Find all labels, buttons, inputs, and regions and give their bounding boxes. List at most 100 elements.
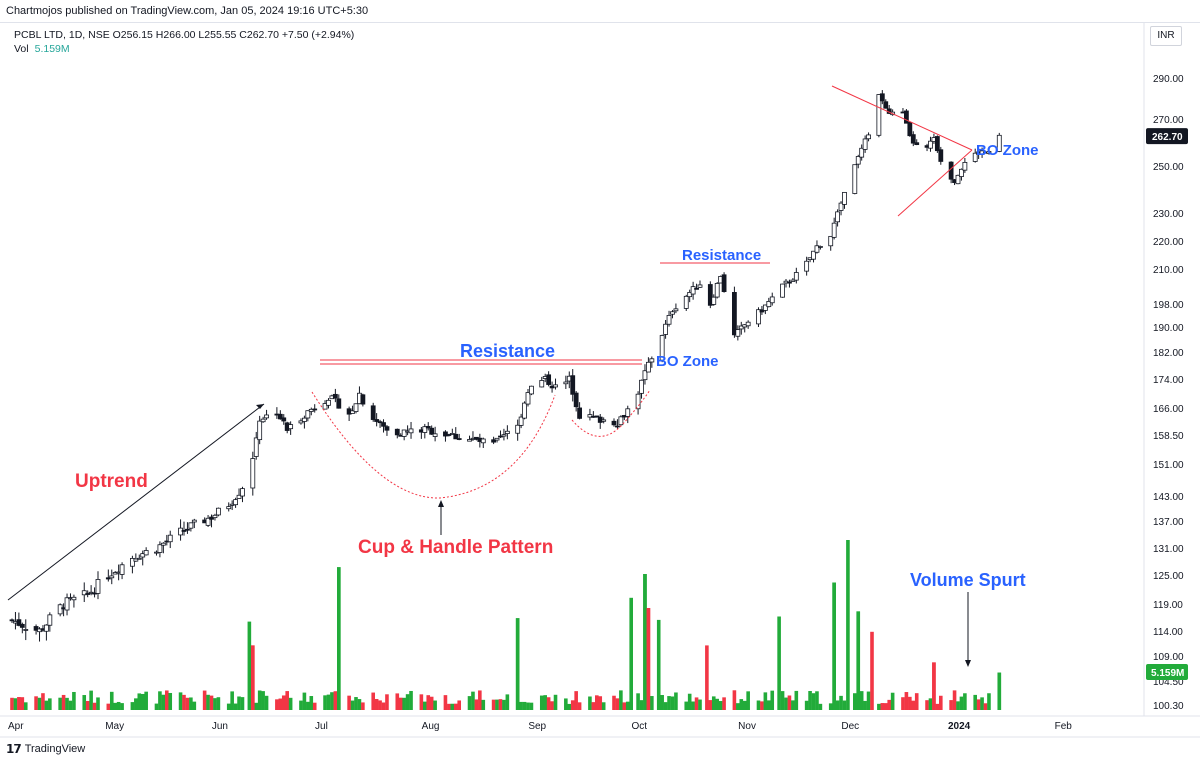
volume-bar xyxy=(883,703,888,710)
candle-body xyxy=(539,380,545,388)
volume-bar xyxy=(890,692,895,710)
volume-bar xyxy=(202,690,207,710)
volume-bar xyxy=(646,608,651,710)
volume-bar xyxy=(357,699,362,710)
price-tick-label: 166.00 xyxy=(1153,404,1184,415)
candle-body xyxy=(64,597,70,611)
volume-bar xyxy=(337,567,341,710)
volume-bar xyxy=(402,697,406,710)
candle-body xyxy=(212,514,218,519)
candle-body xyxy=(277,413,283,420)
candle-body xyxy=(683,295,689,309)
volume-bar xyxy=(429,696,434,710)
candle-body xyxy=(697,284,703,288)
candle-body xyxy=(494,437,500,441)
candle-body xyxy=(260,418,266,423)
volume-bar xyxy=(37,697,42,710)
volume-bar xyxy=(629,597,633,710)
volume-bar xyxy=(880,703,885,710)
time-tick-label: Feb xyxy=(1055,721,1073,732)
volume-bar xyxy=(450,703,455,710)
candle-body xyxy=(136,557,142,560)
volume-bar xyxy=(495,699,499,710)
volume-bar xyxy=(539,695,544,710)
candle-body xyxy=(594,415,600,418)
volume-bar xyxy=(811,693,816,710)
candle-body xyxy=(233,499,239,506)
volume-bar xyxy=(625,701,630,710)
tradingview-logo-icon: 𝟭𝟳 xyxy=(6,742,22,756)
volume-bar xyxy=(612,695,616,710)
candle-body xyxy=(9,619,15,622)
candle-body xyxy=(790,279,796,282)
volume-bar xyxy=(877,703,881,710)
candle-body xyxy=(804,260,810,272)
candle-body xyxy=(642,370,648,381)
volume-bar xyxy=(65,697,69,710)
volume-bar xyxy=(595,695,599,710)
volume-bar xyxy=(746,691,750,710)
candle-body xyxy=(615,425,620,428)
volume-bar xyxy=(189,697,193,710)
volume-bar xyxy=(705,645,709,710)
volume-bar xyxy=(395,693,400,710)
candle-body xyxy=(85,593,91,595)
candle-body xyxy=(167,534,173,543)
volume-bar xyxy=(828,703,833,710)
time-axis: Apr May Jun Jul Aug Sep Oct Nov Dec 2024 Feb xyxy=(8,721,1072,732)
currency-button[interactable]: INR xyxy=(1150,26,1182,46)
candle-body xyxy=(381,422,386,427)
candle-body xyxy=(157,544,163,553)
candle-body xyxy=(160,542,166,546)
time-tick-label: Jul xyxy=(315,721,328,732)
volume-bar xyxy=(570,700,575,710)
volume-bar xyxy=(134,698,138,710)
volume-bar xyxy=(82,695,87,710)
price-tick-label: 158.50 xyxy=(1153,431,1184,442)
candle-body xyxy=(859,147,865,158)
price-tick-label: 109.00 xyxy=(1153,652,1184,663)
price-tick-label: 230.00 xyxy=(1153,209,1184,220)
candle-body xyxy=(16,619,22,626)
price-tick-label: 131.00 xyxy=(1153,544,1184,555)
volume-bar xyxy=(178,692,183,710)
annotation-label: BO Zone xyxy=(656,353,719,370)
volume-bar xyxy=(818,703,823,710)
candle-body xyxy=(374,419,380,422)
candle-body xyxy=(831,222,837,238)
volume-bar xyxy=(61,694,66,710)
volume-bar xyxy=(756,700,761,710)
volume-bar xyxy=(952,690,957,710)
volume-bar xyxy=(650,696,654,710)
price-axis: 100.30 104.50 109.00 114.00 119.00 125.00 131.… xyxy=(1146,74,1188,712)
volume-bar xyxy=(976,699,981,710)
candle-body xyxy=(838,202,844,211)
volume-bar xyxy=(398,697,403,710)
candle-body xyxy=(769,296,775,304)
candle-body xyxy=(498,435,503,438)
volume-bar xyxy=(17,697,21,710)
candle-body xyxy=(236,494,242,499)
candle-body xyxy=(959,168,964,177)
candle-body xyxy=(618,416,624,426)
volume-bar xyxy=(192,701,197,710)
candle-body xyxy=(140,553,146,558)
volume-bar xyxy=(619,690,623,710)
volume-bar xyxy=(453,703,458,710)
price-tick-label: 182.00 xyxy=(1153,348,1184,359)
volume-bar xyxy=(839,695,843,710)
volume-bar xyxy=(591,702,596,710)
candle-body xyxy=(250,458,256,489)
candle-body xyxy=(522,402,527,419)
candle-body xyxy=(663,323,668,335)
time-tick-label: Dec xyxy=(841,721,859,732)
candle-body xyxy=(501,434,507,437)
volume-bar xyxy=(973,694,977,710)
candle-body xyxy=(735,329,741,337)
candle-body xyxy=(504,430,510,434)
price-tick-label: 143.00 xyxy=(1153,492,1184,503)
volume-bar xyxy=(601,702,606,710)
candle-body xyxy=(928,140,933,149)
volume-bar xyxy=(577,702,582,710)
